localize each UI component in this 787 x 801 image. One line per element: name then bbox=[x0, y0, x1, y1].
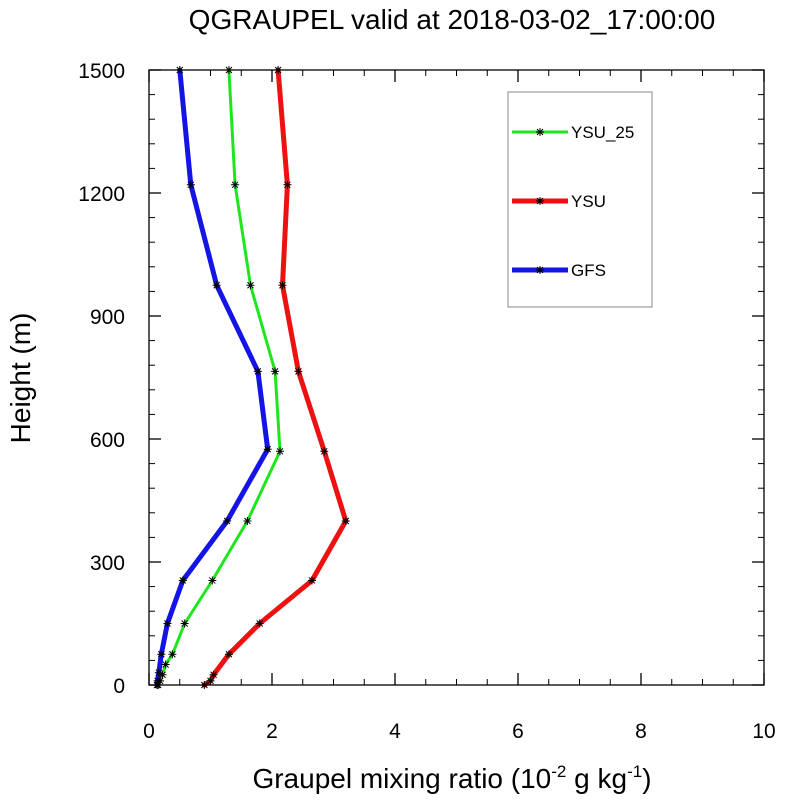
tick-labels: 0 2 4 6 8 10 0 300 600 900 1200 1500 bbox=[78, 60, 775, 743]
data-point-gfs bbox=[153, 676, 162, 685]
legend-marker-ysu-25 bbox=[536, 128, 544, 136]
y-tick-label: 900 bbox=[90, 306, 125, 329]
data-point-ysu-25 bbox=[271, 367, 280, 376]
legend-label-gfs: GFS bbox=[571, 261, 606, 280]
x-axis-label-prefix: Graupel mixing ratio (10 bbox=[252, 763, 551, 794]
chart-title: QGRAUPEL valid at 2018-03-02_17:00:00 bbox=[189, 4, 716, 35]
data-point-gfs bbox=[186, 180, 195, 189]
data-point-ysu bbox=[255, 619, 264, 628]
y-tick-label: 0 bbox=[113, 675, 125, 698]
plot-frame bbox=[148, 69, 765, 686]
data-point-ysu-25 bbox=[231, 180, 240, 189]
x-tick-label: 0 bbox=[143, 720, 155, 743]
data-point-ysu-25 bbox=[246, 281, 255, 290]
data-point-ysu-25 bbox=[243, 517, 252, 525]
x-tick-label: 10 bbox=[752, 720, 775, 743]
legend-marker-ysu bbox=[536, 197, 544, 205]
data-point-ysu bbox=[224, 650, 233, 659]
data-point-ysu-25 bbox=[275, 447, 284, 456]
data-point-ysu bbox=[283, 180, 292, 189]
data-point-ysu-25 bbox=[158, 670, 167, 679]
y-tick-label: 300 bbox=[90, 552, 125, 575]
x-tick-label: 2 bbox=[266, 720, 278, 743]
data-point-gfs bbox=[263, 445, 272, 454]
series-lines bbox=[154, 67, 349, 688]
data-point-ysu bbox=[320, 447, 329, 456]
legend-label-ysu: YSU bbox=[571, 192, 606, 211]
data-point-ysu-25 bbox=[161, 660, 170, 669]
x-tick-label: 4 bbox=[389, 720, 401, 743]
legend-marker-gfs bbox=[536, 266, 544, 274]
series-markers bbox=[152, 66, 350, 689]
data-point-ysu bbox=[209, 670, 218, 679]
y-tick-label: 600 bbox=[90, 429, 125, 452]
data-point-gfs bbox=[163, 619, 172, 628]
data-point-ysu-25 bbox=[208, 576, 217, 585]
data-point-ysu bbox=[294, 367, 303, 376]
legend-label-ysu-25: YSU_25 bbox=[571, 123, 634, 142]
y-axis-label: Height (m) bbox=[5, 313, 36, 444]
x-axis-label: Graupel mixing ratio (10-2 g kg-1) bbox=[252, 762, 651, 794]
data-point-gfs bbox=[154, 668, 163, 677]
data-point-gfs bbox=[253, 367, 262, 376]
data-point-ysu bbox=[278, 281, 287, 290]
x-axis-label-middle: g kg bbox=[566, 763, 627, 794]
x-tick-label: 6 bbox=[512, 720, 524, 743]
series-line-gfs bbox=[154, 67, 271, 688]
data-point-gfs bbox=[212, 281, 221, 290]
minor-ticks bbox=[148, 69, 765, 686]
data-point-ysu bbox=[206, 676, 215, 685]
data-point-ysu-25 bbox=[168, 650, 177, 659]
x-axis-label-suffix: ) bbox=[642, 763, 651, 794]
data-point-gfs bbox=[178, 576, 187, 585]
data-point-ysu bbox=[307, 576, 316, 585]
data-point-ysu bbox=[341, 517, 350, 525]
y-tick-label: 1500 bbox=[78, 60, 125, 83]
data-point-gfs bbox=[223, 517, 232, 525]
x-axis-label-exponent-1: -2 bbox=[551, 762, 566, 781]
legend: YSU_25 YSU GFS bbox=[507, 91, 653, 308]
x-tick-label: 8 bbox=[635, 720, 647, 743]
data-point-gfs bbox=[157, 650, 166, 659]
data-point-ysu-25 bbox=[180, 619, 189, 628]
x-axis-label-exponent-2: -1 bbox=[627, 762, 642, 781]
major-ticks bbox=[148, 69, 765, 686]
y-tick-label: 1200 bbox=[78, 183, 125, 206]
